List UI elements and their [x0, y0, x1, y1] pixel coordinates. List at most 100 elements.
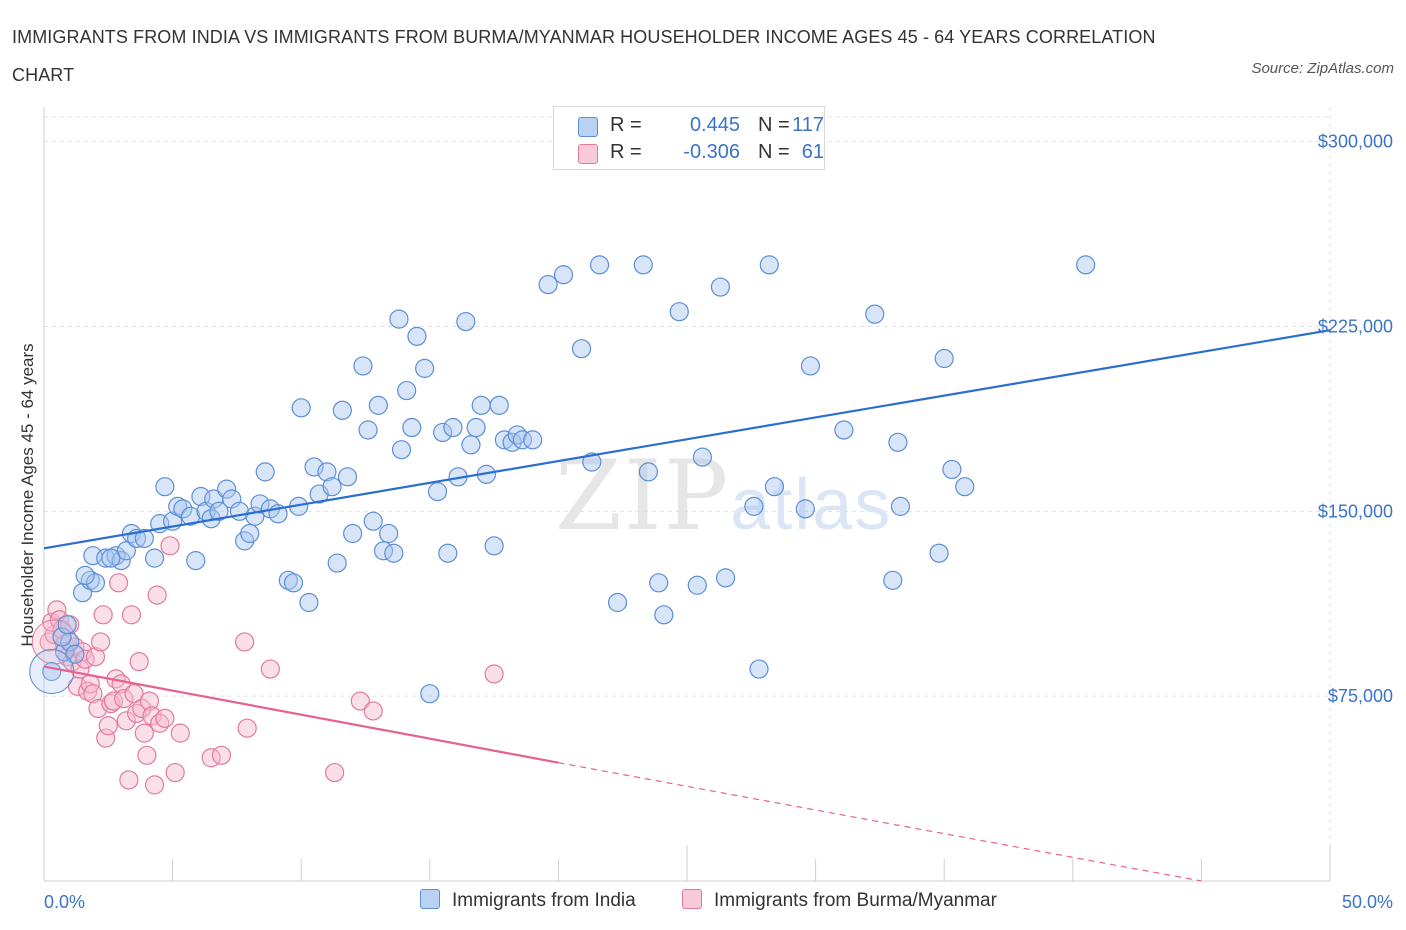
india-point	[582, 452, 602, 472]
india-point	[438, 543, 458, 563]
india-point	[101, 548, 121, 568]
india-point	[391, 440, 412, 460]
india-point	[571, 339, 592, 359]
source-label: Source: ZipAtlas.com	[1251, 60, 1394, 77]
burma-point	[116, 711, 136, 731]
india-point	[186, 551, 206, 571]
india-point	[888, 432, 908, 452]
burma-point	[114, 689, 134, 709]
burma-point	[260, 659, 280, 679]
burma-trend-extension	[558, 762, 1202, 882]
burma-point	[88, 698, 108, 719]
india-point	[654, 605, 674, 625]
burma-point	[363, 701, 383, 721]
india-r-value: 0.445	[689, 114, 740, 136]
india-point	[834, 420, 854, 440]
watermark-atlas: atlas	[730, 465, 893, 545]
india-point	[358, 420, 378, 440]
india-point	[1076, 255, 1096, 275]
india-point	[553, 265, 574, 285]
burma-r-label: R =	[610, 141, 642, 163]
bottom-india-label: Immigrants from India	[452, 890, 636, 911]
burma-point	[211, 745, 232, 765]
india-point	[433, 422, 453, 443]
india-point	[304, 457, 324, 477]
india-point	[687, 575, 707, 595]
india-point	[116, 541, 136, 561]
india-point	[484, 536, 504, 556]
india-point	[800, 356, 821, 376]
india-point	[795, 499, 815, 519]
india-point	[402, 417, 422, 438]
burma-point	[137, 745, 157, 765]
y-tick-label: $225,000	[1318, 316, 1393, 336]
india-point	[85, 573, 106, 593]
burma-point	[90, 632, 111, 652]
india-point	[389, 309, 409, 329]
burma-point	[83, 684, 103, 704]
india-n-value: 117	[792, 114, 824, 136]
india-point	[764, 477, 785, 497]
india-point	[283, 573, 304, 593]
india-point	[942, 459, 962, 480]
india-point	[384, 543, 404, 563]
india-point	[607, 592, 628, 613]
india-point	[649, 573, 669, 593]
india-point	[57, 615, 77, 635]
india-point	[291, 398, 311, 418]
burma-point	[235, 632, 255, 652]
india-point	[155, 477, 175, 497]
burma-point	[101, 693, 121, 714]
india-point	[168, 496, 188, 516]
india-swatch	[578, 117, 598, 137]
india-point	[456, 311, 476, 332]
bottom-india-swatch	[420, 889, 440, 909]
y-tick-label: $300,000	[1318, 132, 1393, 152]
bottom-burma-swatch	[682, 889, 702, 909]
india-point	[240, 523, 260, 544]
y-tick-labels: $75,000 $150,000 $225,000 $300,000	[1318, 132, 1393, 707]
burma-point	[350, 691, 370, 711]
burma-swatch	[578, 144, 598, 164]
burma-point	[139, 691, 160, 711]
india-point	[397, 380, 417, 401]
india-point	[368, 395, 388, 415]
trend-lines	[43, 329, 1331, 882]
india-point	[255, 462, 275, 482]
india-points	[29, 255, 1096, 704]
india-point	[443, 417, 463, 438]
india-point	[278, 570, 298, 590]
india-point	[415, 358, 435, 378]
india-point	[589, 255, 610, 275]
india-point	[890, 496, 911, 516]
burma-point	[165, 762, 185, 783]
india-point	[929, 543, 949, 563]
india-point	[322, 477, 342, 497]
x-tick-label: 0.0%	[44, 892, 85, 912]
india-point	[715, 568, 736, 588]
burma-point	[129, 652, 149, 672]
bottom-burma-label: Immigrants from Burma/Myanmar	[714, 890, 997, 911]
burma-point	[134, 723, 154, 743]
bottom-legend-india: Immigrants from India	[420, 889, 636, 912]
india-point	[134, 528, 154, 549]
india-point	[420, 684, 440, 704]
india-point	[217, 479, 237, 499]
india-point	[327, 553, 347, 573]
india-point	[173, 499, 193, 519]
y-tick-label: $150,000	[1318, 501, 1393, 521]
india-point	[52, 627, 72, 647]
india-point	[144, 548, 165, 568]
india-point	[317, 462, 337, 482]
burma-point	[144, 775, 165, 795]
india-point	[883, 570, 903, 590]
india-point	[538, 274, 558, 295]
burma-point	[108, 573, 129, 593]
india-point	[250, 494, 270, 514]
india-point	[759, 255, 779, 275]
india-point	[75, 565, 95, 586]
india-point	[471, 395, 491, 415]
india-point	[669, 302, 689, 322]
burma-n-label: N =	[758, 141, 790, 163]
india-point	[512, 430, 532, 450]
